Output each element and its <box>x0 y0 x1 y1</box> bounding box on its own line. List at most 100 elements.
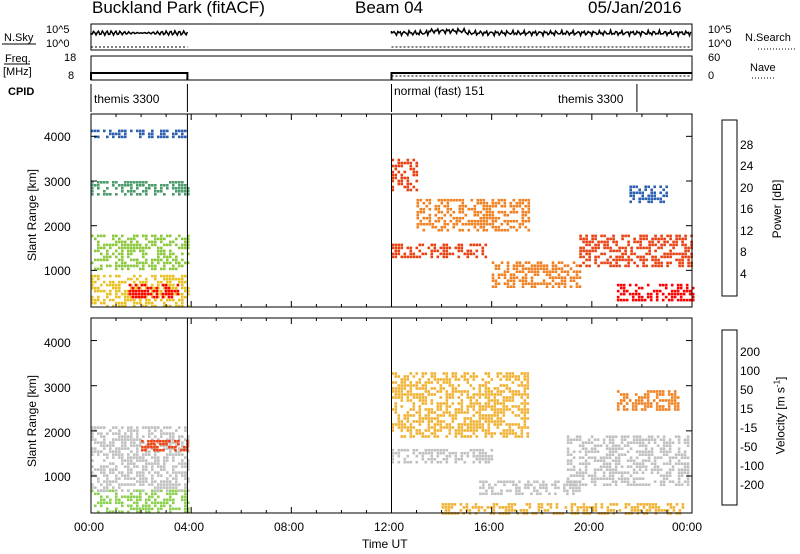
power-cell <box>106 255 109 259</box>
velocity-cell <box>130 459 133 462</box>
power-cell <box>618 246 621 250</box>
power-cell <box>478 243 482 247</box>
velocity-cell <box>145 444 148 447</box>
velocity-cell <box>581 441 585 444</box>
power-cell <box>403 252 407 256</box>
power-cell <box>121 301 124 305</box>
velocity-cell <box>624 503 628 506</box>
power-cell <box>647 185 650 189</box>
power-cell <box>115 301 118 305</box>
velocity-cell <box>450 506 454 509</box>
velocity-cell <box>472 375 476 378</box>
velocity-cell <box>139 477 142 480</box>
velocity-cell <box>657 509 661 512</box>
power-cell <box>503 213 507 217</box>
velocity-cell <box>451 390 455 393</box>
velocity-cell <box>668 438 672 441</box>
power-cell <box>636 246 639 250</box>
velocity-cell <box>103 498 106 502</box>
power-cell <box>152 289 156 293</box>
velocity-cell <box>172 489 175 493</box>
velocity-cell <box>163 441 166 444</box>
power-cell <box>431 225 435 229</box>
power-cell <box>406 185 410 189</box>
velocity-cell <box>686 483 690 486</box>
velocity-cell <box>523 405 527 408</box>
velocity-cell <box>118 435 121 438</box>
power-cell <box>645 264 648 268</box>
velocity-cell <box>608 456 612 459</box>
power-cell <box>97 246 100 250</box>
velocity-cell <box>660 509 664 512</box>
velocity-cell <box>172 468 175 471</box>
power-cell <box>127 298 130 302</box>
power-cell <box>503 270 507 273</box>
power-cell <box>654 261 657 265</box>
velocity-cell <box>661 390 665 393</box>
power-cell <box>454 246 458 250</box>
power-cell <box>651 237 654 241</box>
velocity-cell <box>112 426 115 429</box>
power-cell <box>470 198 474 202</box>
velocity-cell <box>184 498 187 502</box>
power-cell <box>419 219 423 223</box>
velocity-cell <box>106 456 109 459</box>
velocity-cell <box>587 438 591 441</box>
power-cell <box>121 258 124 262</box>
velocity-cell <box>115 492 118 496</box>
velocity-cell <box>175 477 178 480</box>
power-cell <box>582 255 585 259</box>
velocity-cell <box>490 399 494 402</box>
velocity-cell <box>572 465 576 468</box>
velocity-cell <box>654 506 658 509</box>
power-cell <box>533 264 537 267</box>
power-cell <box>657 237 660 241</box>
power-cell <box>187 234 190 238</box>
power-cell <box>539 264 543 267</box>
velocity-cell <box>436 451 440 455</box>
velocity-cell <box>581 477 585 480</box>
power-cell <box>131 295 135 299</box>
velocity-cell <box>485 480 488 484</box>
velocity-cell <box>97 489 100 492</box>
power-cell <box>624 258 627 262</box>
velocity-cell <box>184 510 187 514</box>
power-cell <box>133 234 136 238</box>
velocity-cell <box>181 474 184 477</box>
velocity-cell <box>136 480 139 483</box>
power-cell <box>139 295 142 299</box>
velocity-cell <box>172 477 175 480</box>
power-cell <box>184 237 187 241</box>
velocity-cell <box>683 462 687 465</box>
velocity-cell <box>418 420 422 423</box>
power-cell <box>133 246 136 250</box>
velocity-cell <box>448 396 452 399</box>
power-cell <box>181 274 184 278</box>
power-cell <box>112 243 115 247</box>
power-cell <box>445 249 449 253</box>
velocity-cell <box>520 372 524 375</box>
power-cell <box>634 289 638 293</box>
velocity-cell <box>608 465 612 468</box>
power-cell <box>139 246 142 250</box>
power-cell <box>458 198 462 202</box>
velocity-cell <box>608 468 612 471</box>
power-cell <box>575 270 579 273</box>
vel-cbar-tick-m200: -200 <box>740 478 765 492</box>
power-cell <box>109 255 112 259</box>
velocity-cell <box>451 396 455 399</box>
velocity-cell <box>608 474 612 477</box>
velocity-cell <box>602 459 606 462</box>
power-cell <box>100 267 103 271</box>
velocity-cell <box>593 468 597 471</box>
velocity-cell <box>418 381 422 384</box>
velocity-cell <box>103 459 106 462</box>
velocity-cell <box>115 426 118 429</box>
velocity-cell <box>421 435 425 438</box>
power-cell <box>151 132 154 136</box>
power-cell <box>638 188 641 192</box>
velocity-cell <box>106 495 109 499</box>
power-cell <box>103 301 106 305</box>
velocity-cell <box>533 480 536 484</box>
velocity-cell <box>168 439 171 443</box>
